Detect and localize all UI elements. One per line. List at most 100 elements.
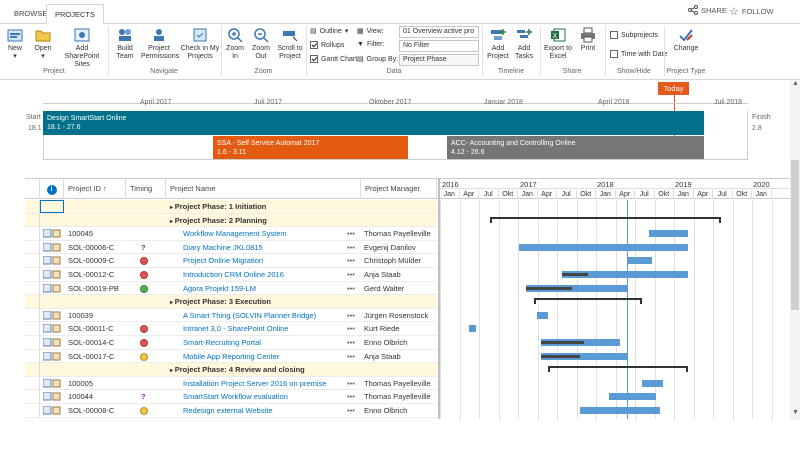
table-row[interactable]: SOL-00012-C Introduction CRM Online 2016 •… <box>25 268 437 282</box>
row-selector[interactable] <box>25 349 40 363</box>
gantt-summary-bar[interactable] <box>533 298 642 305</box>
group-title[interactable]: ▸ Project Phase: 4 Review and closing <box>166 363 305 376</box>
timeline-bar-acc[interactable]: ACC- Accounting and Controlling Online 4… <box>447 136 704 159</box>
table-row[interactable]: SOL-00019-PB Agora Projekt 159-LM ••• Gerd … <box>25 281 437 296</box>
subprojects-checkbox[interactable]: Subprojects <box>610 31 658 39</box>
gantt-bar[interactable] <box>468 325 476 333</box>
add-project-button[interactable]: Add Project <box>486 26 510 61</box>
row-selector[interactable] <box>25 322 40 336</box>
add-tasks-button[interactable]: Add Tasks <box>512 26 536 61</box>
project-manager-header[interactable]: Project Manager <box>361 179 437 199</box>
outline-dropdown[interactable]: ▤ Outline ▾ <box>310 27 348 36</box>
more-options-icon[interactable]: ••• <box>347 406 355 415</box>
table-row[interactable]: SOL-00009-C Project Online Migration ••• Ch… <box>25 254 437 268</box>
expand-icon[interactable]: ▸ <box>170 218 175 225</box>
gantt-bar[interactable] <box>540 339 620 346</box>
row-selector[interactable] <box>25 268 40 281</box>
table-row[interactable]: SOL-00008-C Redesign external Website ••• E… <box>25 404 437 418</box>
gantt-bar[interactable] <box>562 271 689 278</box>
build-team-button[interactable]: Build Team <box>112 26 138 61</box>
more-options-icon[interactable]: ••• <box>347 338 355 347</box>
more-options-icon[interactable]: ••• <box>347 242 355 252</box>
export-to-excel-button[interactable]: X Export to Excel <box>543 26 573 61</box>
table-row[interactable]: SOL-00011-C Intranet 3,0 - SharePoint Onl… <box>25 322 437 336</box>
timeline-bar-main[interactable]: Design SmartStart Online 18.1 - 27.6 <box>43 111 704 135</box>
row-selector[interactable] <box>25 227 40 241</box>
gantt-bar[interactable] <box>641 379 664 387</box>
filter-select[interactable]: No Filter <box>399 40 479 52</box>
check-in-button[interactable]: Check in My Projects <box>180 26 220 61</box>
row-selector[interactable] <box>25 254 40 268</box>
selected-cell[interactable] <box>40 200 64 213</box>
view-select[interactable]: 01 Overview active pro <box>399 26 479 38</box>
more-options-icon[interactable]: ••• <box>347 378 355 388</box>
gantt-bar[interactable] <box>648 230 689 238</box>
group-title[interactable]: ▸ Project Phase: 3 Execution <box>166 295 271 308</box>
row-selector[interactable] <box>25 308 40 322</box>
group-title[interactable]: ▸ Project Phase: 2 Planning <box>166 214 267 227</box>
time-with-date-checkbox[interactable]: Time with Date <box>610 50 667 58</box>
row-selector[interactable] <box>25 376 40 390</box>
project-name-link[interactable]: Agora Projekt 159-LM <box>183 283 256 293</box>
group-row[interactable]: ▸ Project Phase: 2 Planning <box>25 213 437 228</box>
more-options-icon[interactable]: ••• <box>347 310 355 320</box>
new-button[interactable]: New ▾ <box>3 26 27 61</box>
tab-projects[interactable]: PROJECTS <box>46 4 105 24</box>
more-options-icon[interactable]: ••• <box>347 283 355 293</box>
project-name-link[interactable]: Workflow Management System <box>183 229 287 239</box>
project-name-link[interactable]: Project Online Migration <box>183 256 264 266</box>
info-column-header[interactable]: i <box>40 179 64 199</box>
table-row[interactable]: SOL-00014-C Smart-Recruiting Portal ••• Enn… <box>25 336 437 350</box>
row-selector[interactable] <box>25 281 40 295</box>
scroll-to-project-button[interactable]: Scroll to Project <box>276 26 304 61</box>
gantt-bar[interactable] <box>609 393 656 401</box>
row-selector[interactable] <box>25 200 40 213</box>
group-row[interactable]: ▸ Project Phase: 1 Initiation <box>25 200 437 214</box>
row-selector[interactable] <box>25 390 40 404</box>
group-by-select[interactable]: Project Phase <box>399 54 479 66</box>
timeline-bar-ssa[interactable]: SSA - Self Service Automat 2017 1.6 - 3.… <box>213 136 408 159</box>
more-options-icon[interactable]: ••• <box>347 392 355 402</box>
table-row[interactable]: 100039 A Smart Thing (SOLVIN Planner Brid… <box>25 308 437 323</box>
gantt-summary-bar[interactable] <box>490 216 721 223</box>
zoom-out-button[interactable]: Zoom Out <box>249 26 273 61</box>
gantt-summary-bar[interactable] <box>548 366 689 373</box>
zoom-in-button[interactable]: Zoom In <box>224 26 246 61</box>
tab-browse[interactable]: BROWSE <box>14 9 48 18</box>
project-name-link[interactable]: Introduction CRM Online 2016 <box>183 270 284 279</box>
row-selector[interactable] <box>25 336 40 349</box>
follow-button[interactable]: ☆ FOLLOW <box>729 5 774 18</box>
project-name-link[interactable]: Intranet 3,0 - SharePoint Online <box>183 324 289 334</box>
rollups-checkbox[interactable]: Rollups <box>310 41 344 49</box>
gantt-bar[interactable] <box>519 243 689 251</box>
change-button[interactable]: Change <box>672 26 700 53</box>
more-options-icon[interactable]: ••• <box>347 324 355 334</box>
more-options-icon[interactable]: ••• <box>347 229 355 239</box>
expand-icon[interactable]: ▸ <box>170 205 175 211</box>
scroll-thumb[interactable] <box>791 160 799 310</box>
group-row[interactable]: ▸ Project Phase: 4 Review and closing <box>25 363 437 377</box>
timing-header[interactable]: Timing <box>126 179 166 199</box>
project-name-link[interactable]: Redesign external Website <box>183 406 273 415</box>
table-row[interactable]: SOL-00017-C Mobile App Reporting Center ••… <box>25 349 437 364</box>
grid-splitter[interactable] <box>438 179 440 419</box>
open-button[interactable]: Open ▾ <box>30 26 56 61</box>
project-name-link[interactable]: Installation Project Server 2016 on prem… <box>183 378 327 388</box>
gantt-bar[interactable] <box>627 257 653 265</box>
row-selector[interactable] <box>25 213 40 227</box>
group-title[interactable]: ▸ Project Phase: 1 Initiation <box>166 200 266 213</box>
row-selector[interactable] <box>25 240 40 254</box>
share-button[interactable]: SHARE <box>688 5 727 15</box>
project-id-header[interactable]: Project ID ↑ <box>64 179 126 199</box>
table-row[interactable]: 100005 Installation Project Server 2016 o… <box>25 376 437 391</box>
table-row[interactable]: SOL-00006-C? Diary Machine JKL0815 ••• Evge… <box>25 240 437 255</box>
add-sharepoint-sites-button[interactable]: Add SharePoint Sites <box>58 26 106 69</box>
gantt-bar[interactable] <box>526 284 628 292</box>
group-row[interactable]: ▸ Project Phase: 3 Execution <box>25 295 437 309</box>
gantt-bar[interactable] <box>537 311 548 319</box>
project-name-header[interactable]: Project Name <box>166 179 361 199</box>
more-options-icon[interactable]: ••• <box>347 270 355 279</box>
gantt-bar[interactable] <box>540 352 628 360</box>
table-row[interactable]: 100044? SmartStart Workflow evaluation •••… <box>25 390 437 404</box>
vertical-scrollbar[interactable]: ▲ ▼ <box>790 80 800 420</box>
